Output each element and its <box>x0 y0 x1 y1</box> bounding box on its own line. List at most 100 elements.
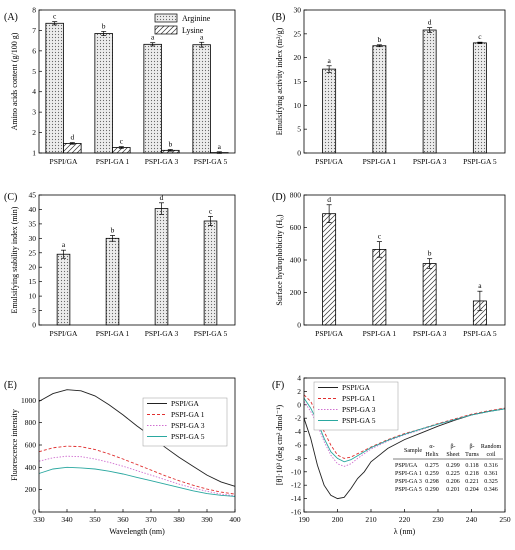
panel-label: (B) <box>272 12 285 23</box>
bar <box>192 44 211 154</box>
x-tick-label: 210 <box>365 515 377 524</box>
bar <box>56 253 71 326</box>
y-tick-label: 2 <box>297 387 301 396</box>
x-tick-label: 330 <box>33 515 45 524</box>
y-tick-label: 200 <box>290 288 302 297</box>
significance-letter: a <box>218 142 222 151</box>
x-tick-label: PSPI/GA <box>315 329 344 338</box>
y-tick-label: -14 <box>291 494 301 503</box>
bar <box>422 263 437 326</box>
y-axis-label: Surface hydrophobicity (H₀) <box>275 214 284 306</box>
legend-label: Lysine <box>182 26 204 35</box>
panel-4: (E) 330 340 350 360 370 380 390 400 Wavelength (n… <box>4 377 241 536</box>
significance-letter: b <box>102 21 106 30</box>
series-line <box>303 408 506 500</box>
table-cell: PSPI-GA 1 <box>395 471 422 477</box>
table-cell: 0.299 <box>446 463 460 469</box>
bar <box>94 33 113 154</box>
bar <box>322 68 337 154</box>
legend-swatch <box>154 13 178 23</box>
x-axis-label: λ (nm) <box>394 527 416 536</box>
x-tick-label: PSPI-GA 1 <box>363 157 397 166</box>
table-cell: PSPI-GA 5 <box>395 487 422 493</box>
significance-letter: c <box>478 32 482 41</box>
x-tick-label: PSPI-GA 1 <box>96 157 130 166</box>
panel-label: (E) <box>4 380 17 391</box>
y-tick-label: 1000 <box>21 396 36 405</box>
panel-label: (A) <box>4 12 18 23</box>
y-axis-label: Emulsifying stability index (min) <box>10 206 19 313</box>
x-tick-label: PSPI-GA 3 <box>413 329 447 338</box>
legend-label: PSPI-GA 5 <box>342 416 376 425</box>
series-line <box>38 389 236 487</box>
x-tick-label: PSPI-GA 1 <box>363 329 397 338</box>
bar <box>154 208 169 326</box>
table-cell: PSPI-GA 3 <box>395 479 422 485</box>
y-tick-label: 0 <box>297 149 301 158</box>
y-tick-label: 45 <box>29 191 37 200</box>
y-tick-label: 3 <box>32 108 36 117</box>
x-tick-label: 390 <box>201 515 213 524</box>
significance-letter: a <box>151 33 155 42</box>
y-tick-label: -12 <box>291 481 301 490</box>
table-cell: 0.259 <box>425 471 439 477</box>
table-cell: 0.298 <box>425 479 439 485</box>
plot-frame <box>38 9 236 154</box>
panel-label: (F) <box>272 380 284 391</box>
significance-letter: a <box>200 32 204 41</box>
x-tick-label: PSPI-GA 3 <box>145 329 179 338</box>
legend-label: PSPI-GA 1 <box>342 394 376 403</box>
plot-frame <box>303 377 506 513</box>
bar <box>143 43 162 154</box>
table-cell: PSPI/GA <box>395 463 418 469</box>
bar <box>422 29 437 154</box>
plot-frame <box>303 194 506 326</box>
y-tick-label: 0 <box>297 400 301 409</box>
y-tick-label: 7 <box>32 26 36 35</box>
x-tick-label: 230 <box>432 515 444 524</box>
significance-letter: d <box>428 18 432 27</box>
significance-letter: c <box>378 232 382 241</box>
y-tick-label: 10 <box>29 292 37 301</box>
y-tick-label: 8 <box>32 6 36 15</box>
y-tick-label: 400 <box>290 256 302 265</box>
y-tick-label: 4 <box>32 87 36 96</box>
y-tick-label: 600 <box>25 441 37 450</box>
plot-frame <box>38 377 236 513</box>
legend-label: PSPI-GA 3 <box>342 405 376 414</box>
bar <box>105 237 120 326</box>
bar <box>372 45 387 154</box>
y-tick-label: 200 <box>25 485 37 494</box>
x-tick-label: PSPI-GA 5 <box>463 157 497 166</box>
y-tick-label: 10 <box>294 101 302 110</box>
x-tick-label: PSPI-GA 5 <box>463 329 497 338</box>
legend-label: PSPI/GA <box>342 383 371 392</box>
y-tick-label: -6 <box>295 441 301 450</box>
y-tick-label: 40 <box>29 205 37 214</box>
table-cell: 0.316 <box>484 463 498 469</box>
y-tick-label: 600 <box>290 223 302 232</box>
y-tick-label: 20 <box>294 53 302 62</box>
table-cell: 0.361 <box>484 471 498 477</box>
x-tick-label: PSPI-GA 3 <box>145 157 179 166</box>
x-tick-label: PSPI/GA <box>50 329 79 338</box>
y-tick-label: 0 <box>32 321 36 330</box>
legend-box <box>313 381 399 431</box>
table-header: Helix <box>425 452 438 458</box>
panel-2: (C) PSPI/GA a PSPI-GA 1 b PSPI-GA 3 d PSPI-GA 5… <box>4 191 236 338</box>
table-cell: 0.325 <box>484 479 498 485</box>
legend-label: PSPI-GA 5 <box>171 432 205 441</box>
y-tick-label: 0 <box>297 321 301 330</box>
panel-1: (B) PSPI/GA a PSPI-GA 1 b PSPI-GA 3 d PSPI-GA 5… <box>272 6 506 166</box>
table-cell: 0.118 <box>465 463 478 469</box>
significance-letter: d <box>70 133 74 142</box>
y-tick-label: 5 <box>32 67 36 76</box>
x-tick-label: PSPI-GA 1 <box>96 329 130 338</box>
x-tick-label: 360 <box>117 515 129 524</box>
x-tick-label: 340 <box>61 515 73 524</box>
y-tick-label: 6 <box>32 46 36 55</box>
panel-label: (C) <box>4 192 17 203</box>
